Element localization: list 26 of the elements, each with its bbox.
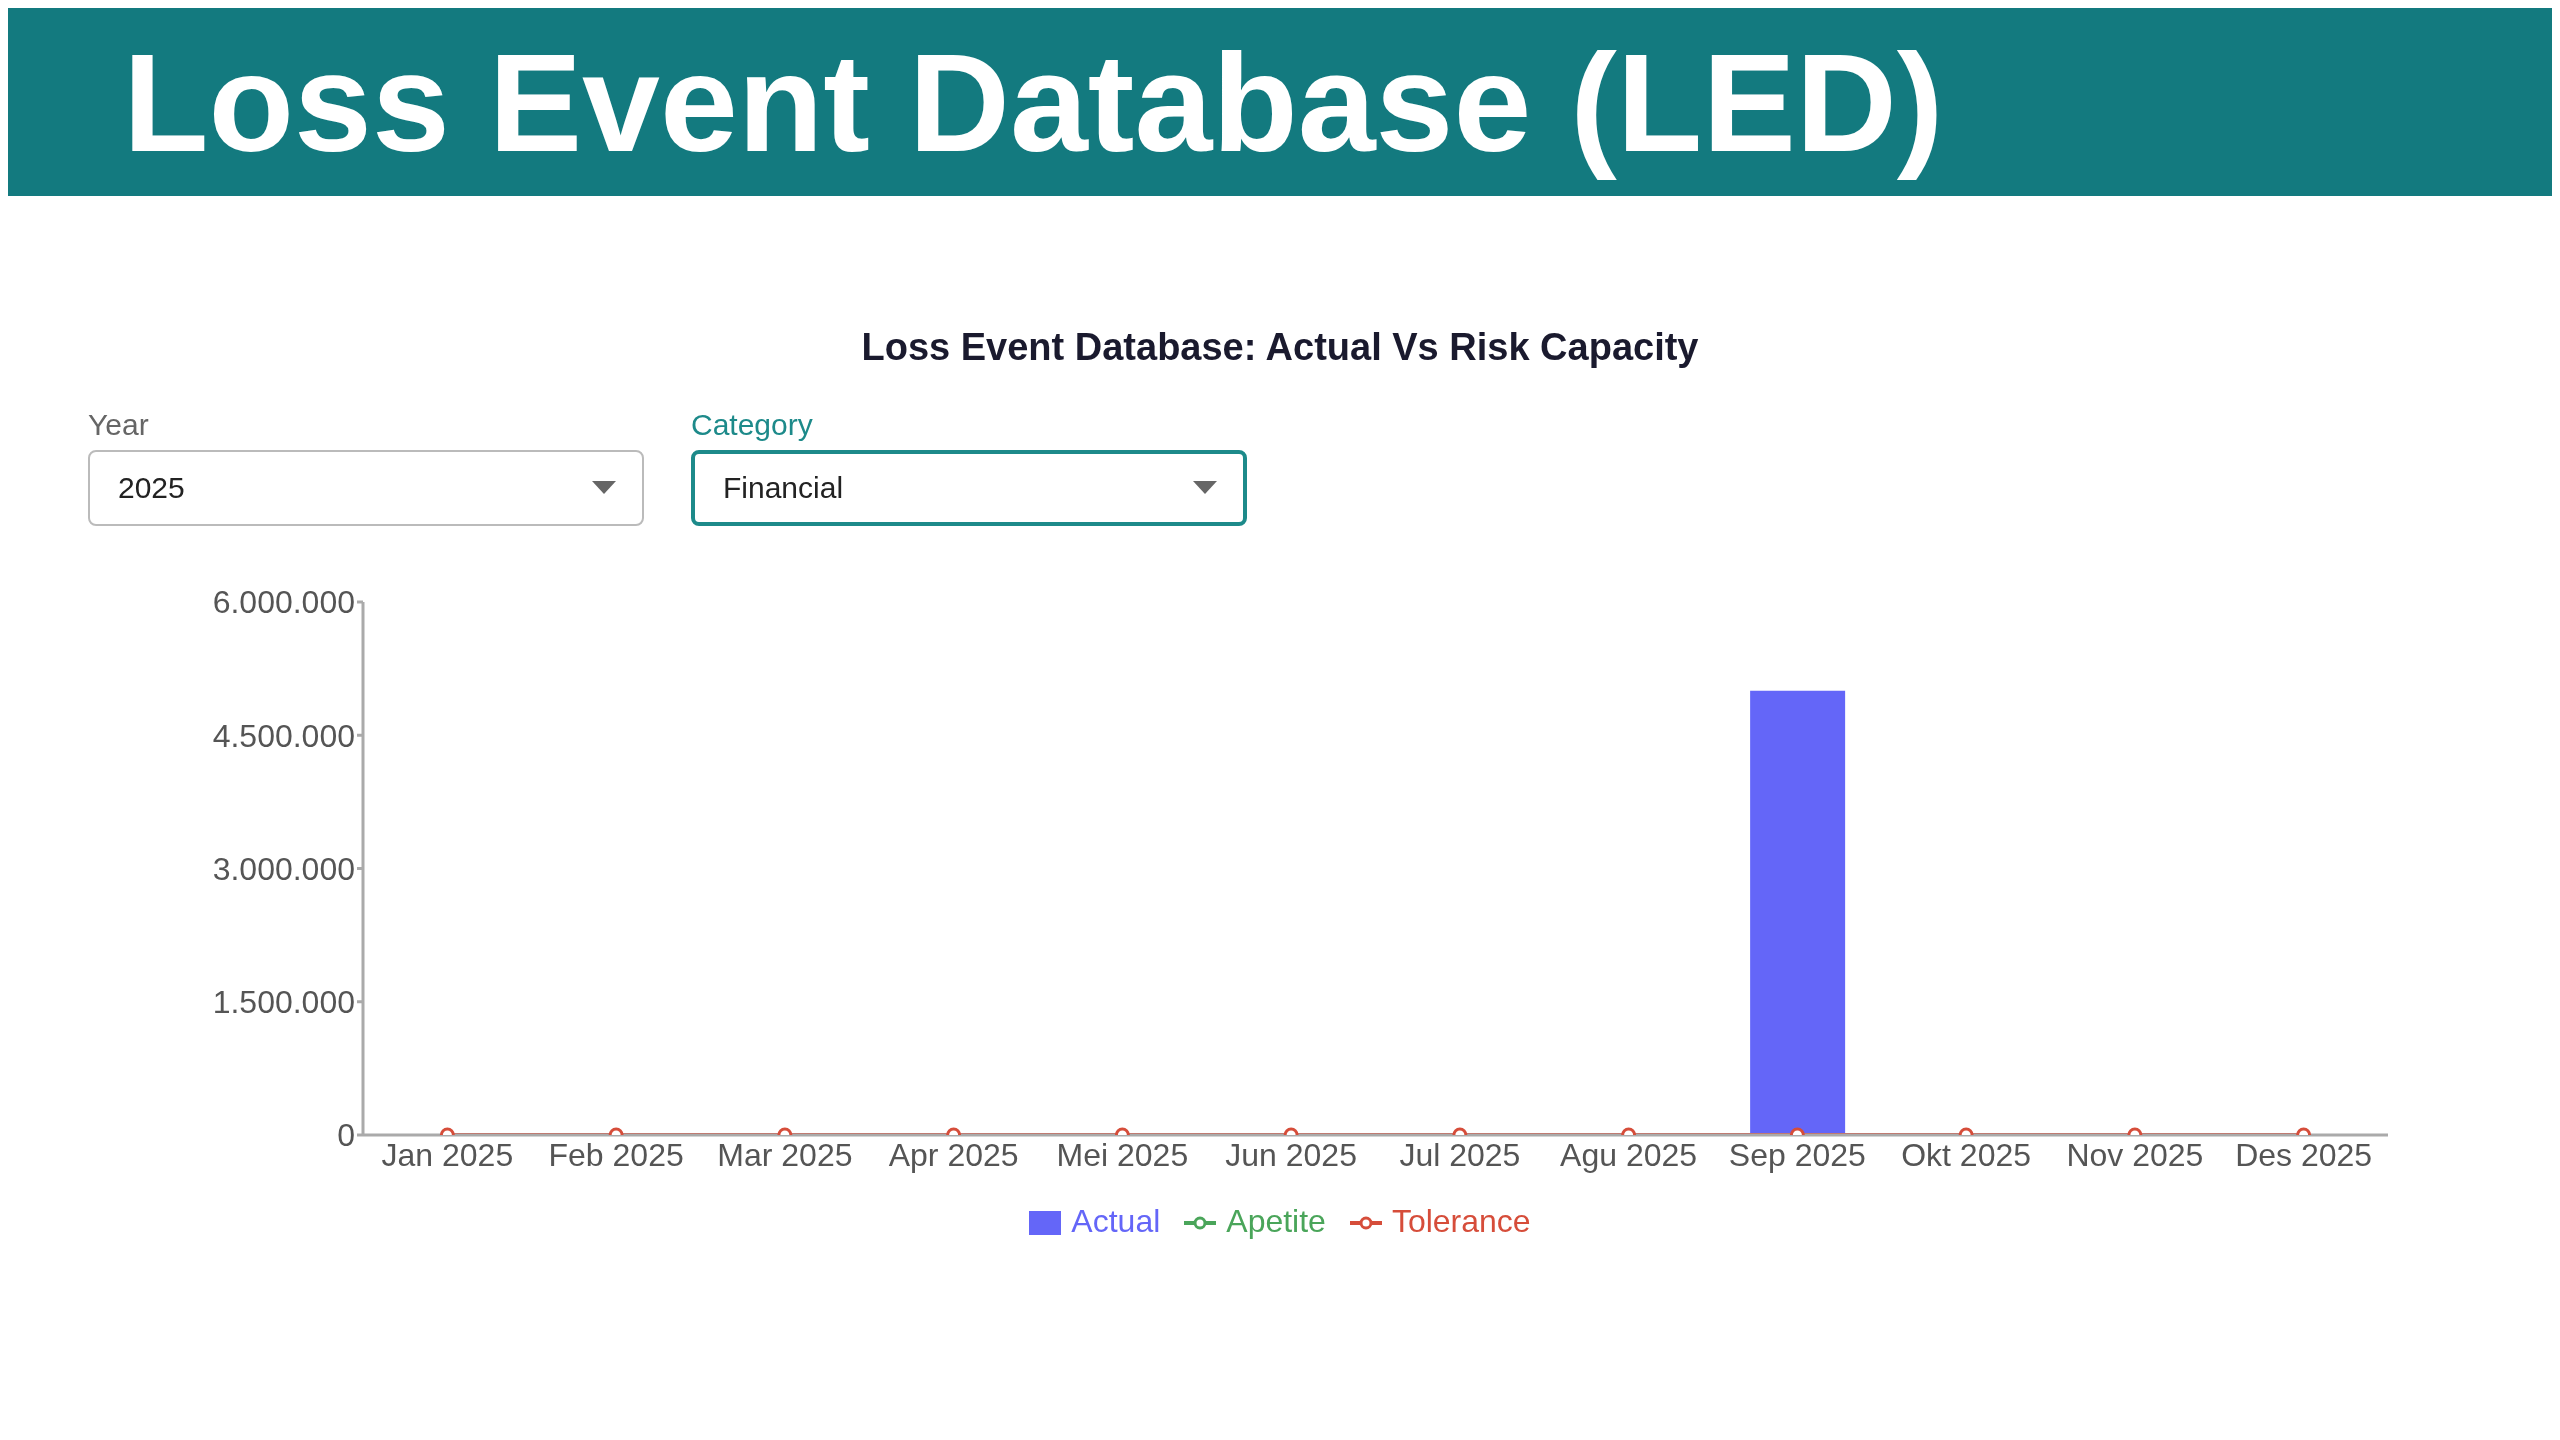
x-tick-label: Jun 2025 bbox=[1225, 1136, 1357, 1173]
y-tick-label: 6.000.000 bbox=[212, 584, 355, 621]
legend-label: Actual bbox=[1071, 1203, 1161, 1240]
x-tick-label: Jan 2025 bbox=[381, 1136, 514, 1173]
x-tick-label: Agu 2025 bbox=[1560, 1136, 1698, 1173]
x-tick-label: Nov 2025 bbox=[2066, 1136, 2204, 1173]
y-tick-label: 0 bbox=[337, 1117, 355, 1154]
y-tick-label: 3.000.000 bbox=[212, 850, 355, 887]
x-tick-label: Mar 2025 bbox=[717, 1136, 853, 1173]
x-tick-label: Mei 2025 bbox=[1056, 1136, 1189, 1173]
x-tick-label: Jul 2025 bbox=[1399, 1136, 1521, 1173]
x-tick-label: Sep 2025 bbox=[1728, 1136, 1866, 1173]
x-tick-label: Des 2025 bbox=[2235, 1136, 2373, 1173]
text: Financial bbox=[723, 471, 844, 505]
legend-label: Apetite bbox=[1226, 1203, 1326, 1240]
text: 2025 bbox=[118, 471, 185, 505]
x-tick-label: Okt 2025 bbox=[1901, 1136, 2032, 1173]
x-tick-label: Apr 2025 bbox=[888, 1136, 1019, 1173]
chart-subtitle: Loss Event Database: Actual Vs Risk Capacity bbox=[860, 326, 1700, 369]
y-tick-label: 1.500.000 bbox=[212, 984, 355, 1021]
y-tick-label: 4.500.000 bbox=[212, 717, 355, 754]
text: Category bbox=[691, 408, 814, 442]
text: Year bbox=[88, 408, 150, 442]
chart-title: Loss Event Database (LED) bbox=[123, 24, 1944, 181]
x-tick-label: Feb 2025 bbox=[548, 1136, 684, 1173]
legend-label: Tolerance bbox=[1391, 1203, 1531, 1240]
